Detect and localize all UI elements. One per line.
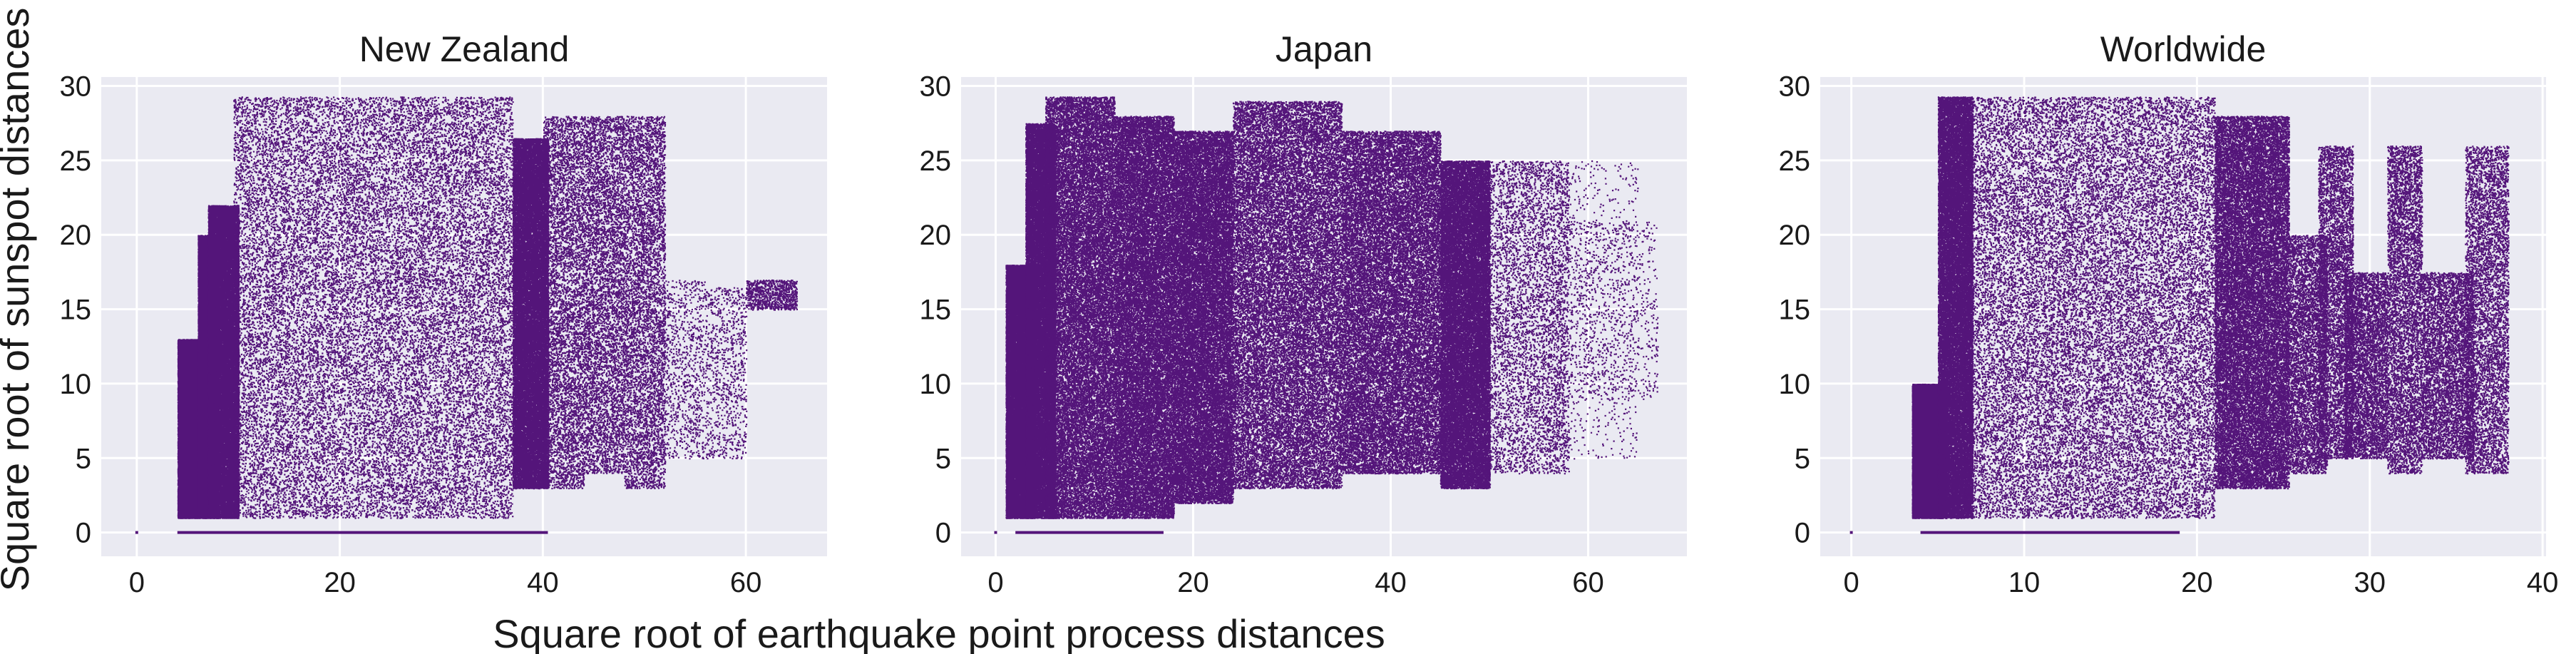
x-tick-label: 40: [1375, 567, 1407, 598]
panel-3: 0 10 20 30 40 0 5 10 15 20 25 30 Worldwide: [1779, 29, 2559, 598]
y-tick-label: 15: [1779, 295, 1811, 326]
panel-2: 0 20 40 60 0 5 10 15 20 25 30 Japan: [920, 29, 1687, 598]
y-tick-label: 5: [76, 443, 91, 474]
scatter-region-dense: [233, 96, 514, 519]
y-tick-label: 25: [920, 145, 952, 177]
y-tick-label: 0: [76, 518, 91, 549]
scatter-region-sparse: [746, 279, 799, 311]
scatter-points: [1912, 96, 2510, 519]
x-tick-label: 20: [2181, 567, 2213, 598]
y-tick-label: 0: [935, 518, 951, 549]
panel-title: New Zealand: [359, 29, 570, 69]
scatter-region-medium: [2421, 272, 2475, 460]
panel-title: Worldwide: [2100, 29, 2267, 69]
y-tick-label: 30: [60, 71, 92, 103]
figure-xlabel: Square root of earthquake point process …: [493, 611, 1385, 654]
y-tick-label: 15: [60, 295, 92, 326]
y-tick-label: 20: [1779, 220, 1811, 251]
x-tick-label: 20: [324, 567, 356, 598]
scatter-region-dense: [512, 138, 550, 490]
y-tick-label: 20: [920, 220, 952, 251]
y-tick-label: 5: [1795, 443, 1810, 474]
scatter-region-dense: [1964, 96, 2216, 519]
scatter-region-medium: [583, 116, 626, 475]
y-tick-label: 0: [1795, 518, 1810, 549]
scatter-region-medium: [2465, 145, 2510, 475]
y-tick-label: 20: [60, 220, 92, 251]
panels: 0 20 40 60 0 5 10 15 20 25 30 New Zealand 0 20 40 60 0 5 1…: [60, 29, 2559, 598]
y-tick-label: 5: [935, 443, 951, 474]
panel-title: Japan: [1276, 29, 1372, 69]
scatter-region-dense: [1341, 131, 1442, 475]
scatter-region-medium: [2387, 145, 2423, 475]
x-tick-label: 0: [987, 567, 1003, 598]
x-tick-label: 40: [527, 567, 559, 598]
scatter-region-dense: [1937, 96, 1974, 519]
x-tick-label: 30: [2354, 567, 2386, 598]
y-tick-label: 30: [1779, 71, 1811, 103]
scatter-points: [177, 96, 799, 519]
x-tick-label: 0: [129, 567, 145, 598]
scatter-region-medium: [2344, 272, 2389, 460]
y-tick-label: 25: [60, 145, 92, 177]
scatter-region-medium: [624, 116, 667, 490]
baseline-point: [994, 531, 997, 534]
scatter-region-sparse: [1569, 220, 1659, 400]
x-tick-label: 10: [2008, 567, 2041, 598]
scatter-region-dense: [1045, 96, 1116, 519]
x-tick-label: 20: [1177, 567, 1209, 598]
x-tick-label: 60: [730, 567, 762, 598]
scatter-region-medium: [1479, 160, 1570, 475]
scatter-region-dense: [207, 205, 240, 519]
y-tick-label: 30: [920, 71, 952, 103]
scatter-region-dense: [2214, 116, 2290, 490]
y-tick-label: 10: [1779, 369, 1811, 400]
y-tick-label: 15: [920, 295, 952, 326]
scatter-region-dense: [1114, 116, 1175, 519]
scatter-points: [1005, 96, 1659, 519]
scatter-region-sparse: [705, 287, 748, 460]
scatter-region-sparse: [1539, 160, 1639, 460]
scatter-region-dense: [1232, 101, 1343, 490]
y-tick-label: 10: [920, 369, 952, 400]
y-tick-label: 10: [60, 369, 92, 400]
x-tick-label: 0: [1844, 567, 1859, 598]
y-tick-label: 25: [1779, 145, 1811, 177]
x-tick-label: 60: [1572, 567, 1604, 598]
scatter-region-medium: [543, 116, 585, 490]
panel-1: 0 20 40 60 0 5 10 15 20 25 30 New Zealand: [60, 29, 827, 598]
baseline-point: [135, 531, 138, 534]
scatter-region-dense: [1173, 131, 1235, 505]
scatter-region-sparse: [664, 280, 707, 460]
scatter-region-dense: [1440, 160, 1492, 490]
baseline-point: [1849, 531, 1853, 534]
figure-ylabel: Square root of sunspot distances: [0, 8, 37, 592]
x-tick-label: 40: [2527, 567, 2559, 598]
